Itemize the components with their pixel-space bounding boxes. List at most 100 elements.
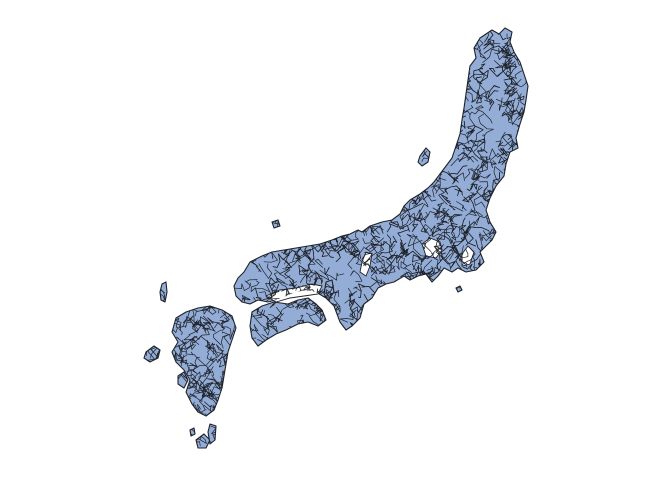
municipal-boundary xyxy=(440,256,456,269)
municipal-boundary xyxy=(508,236,515,246)
municipal-boundary xyxy=(368,109,383,117)
municipal-boundary xyxy=(361,148,376,158)
municipal-boundary xyxy=(295,254,306,260)
municipal-boundary xyxy=(468,284,483,297)
municipal-boundary xyxy=(483,256,496,271)
municipal-boundary xyxy=(174,351,188,360)
municipal-boundary xyxy=(370,240,393,248)
municipal-boundary xyxy=(364,321,386,330)
municipal-boundary xyxy=(180,407,197,416)
koshiki-island xyxy=(189,427,196,437)
municipal-boundary xyxy=(324,244,345,258)
municipal-boundary xyxy=(180,410,192,416)
municipal-boundary xyxy=(250,312,253,320)
municipal-boundary xyxy=(323,63,351,75)
municipal-boundary xyxy=(407,238,423,247)
municipal-boundary xyxy=(402,30,415,49)
municipal-boundary xyxy=(480,147,488,154)
municipal-boundary xyxy=(440,213,453,224)
municipal-boundary xyxy=(389,161,401,170)
municipal-boundary xyxy=(278,335,288,343)
municipal-boundary xyxy=(285,166,302,176)
municipal-boundary xyxy=(348,78,368,95)
municipal-boundary xyxy=(401,75,421,85)
municipal-boundary xyxy=(254,189,276,201)
municipal-boundary xyxy=(274,170,284,184)
municipal-boundary xyxy=(349,36,353,46)
municipal-boundary xyxy=(324,145,334,162)
municipal-boundary xyxy=(183,334,196,344)
municipal-boundary xyxy=(282,70,297,93)
municipal-boundary xyxy=(488,250,506,262)
municipal-boundary xyxy=(454,30,467,50)
municipal-boundary xyxy=(518,177,527,185)
municipal-boundary xyxy=(397,31,405,44)
municipal-boundary xyxy=(310,220,323,233)
municipal-boundary xyxy=(482,275,491,284)
municipal-boundary xyxy=(501,102,513,119)
municipal-boundary xyxy=(361,53,372,62)
municipal-boundary xyxy=(391,294,408,306)
municipal-boundary xyxy=(310,336,319,346)
municipal-boundary xyxy=(499,131,517,147)
municipal-boundary xyxy=(250,144,259,158)
municipal-boundary xyxy=(495,184,507,195)
municipal-boundary xyxy=(333,218,349,229)
municipal-boundary xyxy=(202,321,211,332)
municipal-boundary xyxy=(266,98,279,108)
municipal-boundary xyxy=(369,310,376,324)
municipal-boundary xyxy=(519,259,528,275)
municipal-boundary xyxy=(518,212,525,221)
municipal-boundary xyxy=(467,273,481,285)
municipal-boundary xyxy=(295,208,308,215)
municipal-boundary xyxy=(325,88,335,101)
municipal-boundary xyxy=(271,161,283,174)
municipal-boundary xyxy=(323,63,351,75)
municipal-boundary xyxy=(214,322,225,330)
municipal-boundary xyxy=(371,188,383,199)
municipal-boundary xyxy=(434,237,446,255)
municipal-boundary xyxy=(504,59,516,68)
municipal-boundary xyxy=(234,67,247,81)
municipal-boundary xyxy=(347,125,360,132)
municipal-boundary xyxy=(183,373,188,388)
municipal-boundary xyxy=(499,295,512,306)
municipal-boundary xyxy=(242,325,250,330)
municipal-boundary xyxy=(348,242,355,251)
municipal-boundary xyxy=(324,145,334,162)
municipal-boundary xyxy=(504,79,522,94)
municipal-boundary xyxy=(254,127,268,142)
municipal-boundary xyxy=(223,331,234,346)
municipal-boundary xyxy=(338,108,359,127)
municipal-boundary xyxy=(261,28,272,42)
municipal-boundary xyxy=(307,93,322,108)
municipal-boundary xyxy=(352,50,362,65)
municipal-boundary xyxy=(495,184,507,195)
municipal-boundary xyxy=(293,101,305,114)
municipal-boundary xyxy=(468,284,483,297)
municipal-boundary xyxy=(275,277,290,298)
municipal-boundary xyxy=(386,234,398,247)
municipal-boundary xyxy=(303,132,320,141)
municipal-boundary xyxy=(256,135,264,147)
municipal-boundary xyxy=(284,59,295,67)
municipal-boundary xyxy=(289,185,299,194)
municipal-boundary xyxy=(160,285,161,296)
municipal-boundary xyxy=(421,311,430,330)
municipal-boundary xyxy=(268,132,292,143)
municipal-boundary xyxy=(386,254,404,261)
municipal-boundary xyxy=(340,73,349,87)
municipal-boundary xyxy=(234,127,237,139)
boundary-lines xyxy=(418,148,430,166)
municipal-boundary xyxy=(298,298,311,305)
municipal-boundary xyxy=(261,94,273,117)
municipal-boundary xyxy=(500,314,507,325)
municipal-boundary xyxy=(179,353,189,364)
municipal-boundary xyxy=(434,292,443,310)
municipal-boundary xyxy=(326,34,335,44)
municipal-boundary xyxy=(249,76,260,83)
municipal-boundary xyxy=(224,362,236,378)
municipal-boundary xyxy=(369,167,385,187)
municipal-boundary xyxy=(437,229,451,240)
municipal-boundary xyxy=(308,181,321,189)
